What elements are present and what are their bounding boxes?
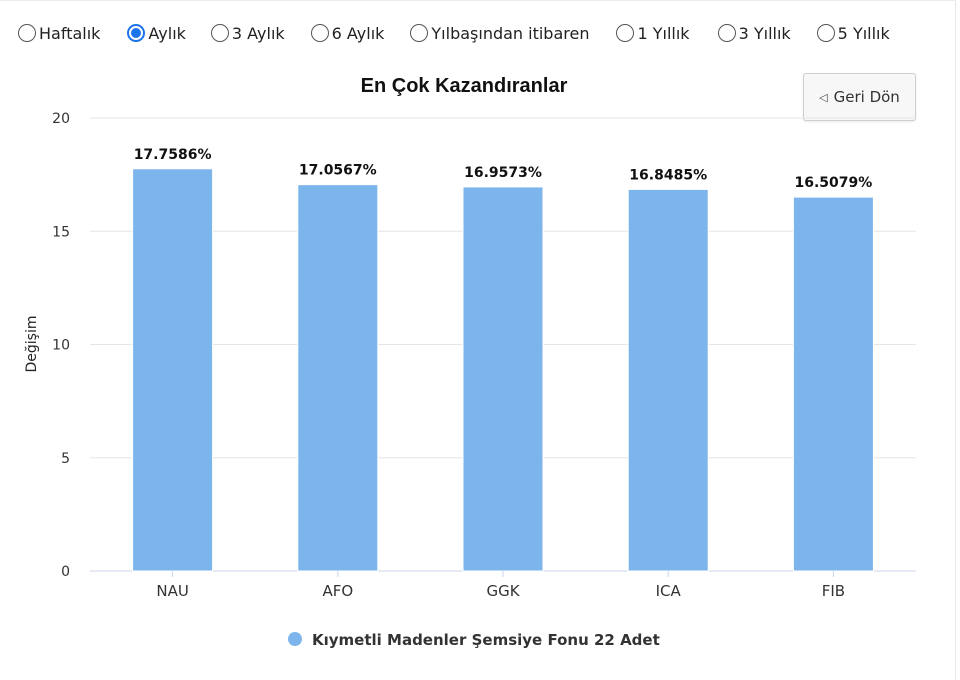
y-tick-label: 20: [52, 111, 70, 127]
period-option-label: 5 Yıllık: [837, 23, 890, 43]
back-triangle-icon: ◁: [819, 90, 828, 104]
period-option-label: 3 Aylık: [231, 23, 285, 43]
legend-marker: [288, 632, 302, 646]
x-tick-label: FIB: [822, 582, 845, 600]
bar: [792, 196, 874, 572]
data-label: 17.0567%: [299, 163, 377, 179]
x-tick-label: AFO: [322, 582, 353, 600]
period-option-label: Aylık: [148, 23, 186, 43]
back-button-label: Geri Dön: [833, 88, 900, 106]
period-option-label: 3 Yıllık: [738, 23, 791, 43]
period-option[interactable]: 1 Yıllık: [616, 23, 690, 43]
chart-title: En Çok Kazandıranlar: [361, 75, 568, 97]
y-tick-label: 15: [52, 224, 70, 240]
bar: [462, 186, 544, 572]
radio-unchecked-icon[interactable]: [18, 24, 36, 42]
period-option[interactable]: Haftalık: [18, 24, 100, 43]
data-label: 17.7586%: [134, 147, 212, 163]
radio-checked-icon[interactable]: [127, 24, 146, 42]
period-option-label: 6 Aylık: [331, 23, 385, 43]
bar: [297, 184, 379, 572]
period-option[interactable]: 3 Yıllık: [717, 23, 791, 43]
radio-unchecked-icon[interactable]: [410, 24, 429, 42]
legend-label: Kıymetli Madenler Şemsiye Fonu 22 Adet: [312, 631, 660, 649]
x-tick-label: ICA: [656, 582, 682, 600]
radio-unchecked-icon[interactable]: [616, 24, 635, 42]
data-labels: 17.7586% 17.0567% 16.9573% 16.8485% 16.5079%: [132, 145, 874, 192]
bar: [132, 168, 214, 572]
x-tick-label: GGK: [486, 582, 520, 600]
y-tick-label: 5: [61, 451, 70, 467]
x-axis-ticks: NAU AFO GGK ICA FIB: [156, 571, 845, 600]
bar-series: [132, 168, 874, 572]
period-option-label: Yılbaşından itibaren: [431, 23, 590, 43]
data-label: 16.9573%: [464, 165, 542, 181]
period-option[interactable]: Aylık: [127, 23, 186, 43]
y-axis-ticks: 0 5 10 15 20: [52, 111, 70, 580]
back-button[interactable]: ◁ Geri Dön: [803, 73, 916, 121]
data-label: 16.5079%: [795, 175, 873, 191]
x-tick-label: NAU: [156, 582, 188, 600]
period-option-label: 1 Yıllık: [637, 23, 690, 43]
period-option[interactable]: 5 Yıllık: [816, 23, 890, 43]
period-option[interactable]: 3 Aylık: [210, 23, 285, 43]
radio-unchecked-icon[interactable]: [310, 24, 329, 42]
radio-unchecked-icon[interactable]: [210, 24, 229, 42]
radio-unchecked-icon[interactable]: [717, 24, 736, 42]
y-tick-label: 0: [61, 564, 70, 580]
period-option[interactable]: 6 Aylık: [310, 23, 385, 43]
y-tick-label: 10: [52, 338, 70, 354]
radio-unchecked-icon[interactable]: [816, 24, 835, 42]
period-option[interactable]: Yılbaşından itibaren: [410, 24, 589, 43]
legend[interactable]: Kıymetli Madenler Şemsiye Fonu 22 Adet: [288, 631, 660, 649]
period-selector: Haftalık Aylık 3 Aylık 6 Aylık Yılbaşından i…: [18, 20, 890, 46]
period-option-label: Haftalık: [39, 23, 101, 43]
y-axis-title: Değişim: [24, 316, 40, 373]
data-label: 16.8485%: [629, 167, 707, 183]
bar: [627, 188, 709, 572]
